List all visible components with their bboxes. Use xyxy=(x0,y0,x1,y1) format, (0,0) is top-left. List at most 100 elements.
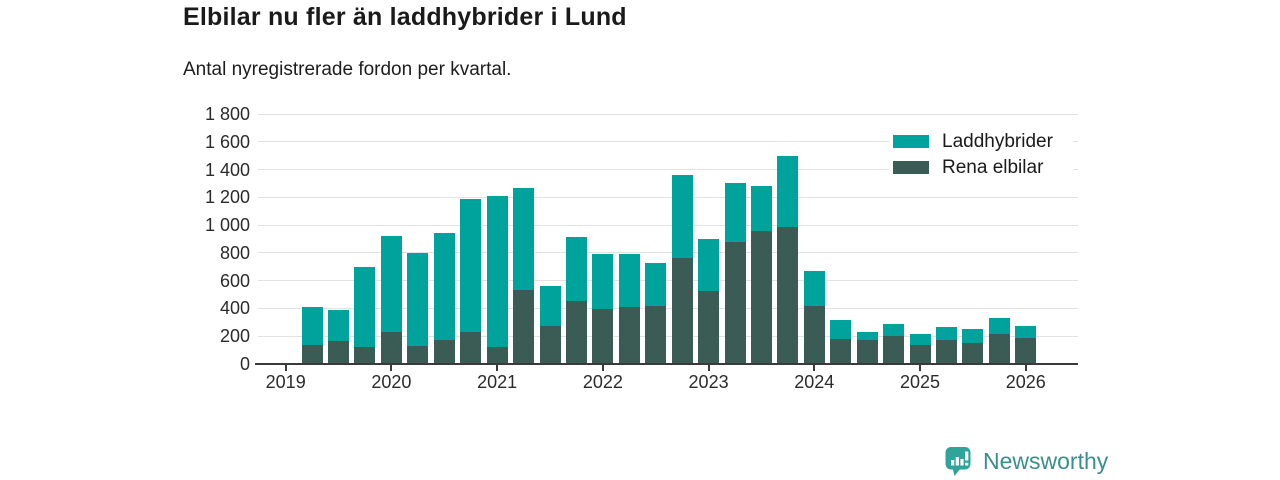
bar-2019-Q2-rena-elbilar xyxy=(301,344,323,364)
bar-2020-Q4-laddhybrider xyxy=(460,198,482,333)
bar-2024-Q3-laddhybrider xyxy=(856,332,878,341)
y-axis-label: 400 xyxy=(219,298,250,319)
bar-2025-Q3-laddhybrider xyxy=(962,329,984,344)
bar-2023-Q2-laddhybrider xyxy=(724,183,746,243)
y-axis-label: 1 400 xyxy=(204,159,250,180)
gridline-400 xyxy=(258,307,1078,309)
bar-2024-Q2-laddhybrider xyxy=(830,320,852,339)
bar-2022-Q4-rena-elbilar xyxy=(671,258,693,364)
bar-2021-Q3-rena-elbilar xyxy=(539,325,561,364)
bar-2023-Q2-rena-elbilar xyxy=(724,242,746,364)
x-axis-label-2023: 2023 xyxy=(688,372,729,392)
x-axis-tick-2019 xyxy=(284,365,287,371)
x-axis-tick-2022 xyxy=(601,365,604,371)
gridline-1200 xyxy=(258,196,1078,198)
bar-2024-Q1-laddhybrider xyxy=(803,270,825,306)
gridline-1600 xyxy=(258,141,1078,143)
bar-2025-Q4-laddhybrider xyxy=(988,318,1010,335)
legend-item-rena-elbilar: Rena elbilar xyxy=(893,157,1069,178)
bar-2024-Q1-rena-elbilar xyxy=(803,305,825,364)
rena-elbilar-swatch xyxy=(893,161,929,174)
legend-item-laddhybrider: Laddhybrider xyxy=(893,131,1069,152)
x-axis-tick-2025 xyxy=(919,365,922,371)
y-axis-label: 600 xyxy=(219,270,250,291)
bar-2020-Q3-laddhybrider xyxy=(433,232,455,341)
chart-subtitle: Antal nyregistrerade fordon per kvartal. xyxy=(183,59,512,80)
bar-2022-Q3-rena-elbilar xyxy=(645,305,667,364)
bar-2021-Q1-laddhybrider xyxy=(486,195,508,348)
bar-2023-Q4-laddhybrider xyxy=(777,156,799,228)
bar-2022-Q4-laddhybrider xyxy=(671,175,693,259)
gridline-200 xyxy=(258,335,1078,337)
bar-2021-Q4-rena-elbilar xyxy=(565,300,587,364)
bar-2023-Q1-laddhybrider xyxy=(698,239,720,292)
y-axis-label: 200 xyxy=(219,326,250,347)
x-axis-label-2021: 2021 xyxy=(477,372,518,392)
bar-2025-Q2-rena-elbilar xyxy=(935,339,957,364)
bar-2022-Q3-laddhybrider xyxy=(645,263,667,306)
brand-name: Newsworthy xyxy=(983,448,1109,474)
y-axis-label: 1 600 xyxy=(204,131,250,152)
chart-legend: Laddhybrider Rena elbilar xyxy=(889,129,1073,180)
bar-2024-Q4-laddhybrider xyxy=(883,324,905,336)
x-axis-line xyxy=(255,363,1078,365)
gridline-1800 xyxy=(258,113,1078,115)
y-axis-label: 1 000 xyxy=(204,215,250,236)
x-axis-tick-2024 xyxy=(813,365,816,371)
bar-2022-Q2-rena-elbilar xyxy=(618,307,640,364)
bar-2019-Q4-laddhybrider xyxy=(354,266,376,348)
x-axis-label-2019: 2019 xyxy=(265,372,306,392)
gridline-600 xyxy=(258,280,1078,282)
legend-label: Rena elbilar xyxy=(942,156,1044,178)
bar-2025-Q4-rena-elbilar xyxy=(988,334,1010,364)
newsworthy-logo[interactable]: Newsworthy xyxy=(944,446,1108,477)
bar-2019-Q3-laddhybrider xyxy=(328,309,350,342)
bar-2021-Q3-laddhybrider xyxy=(539,286,561,326)
bar-2021-Q4-laddhybrider xyxy=(565,236,587,301)
bar-2019-Q2-laddhybrider xyxy=(301,307,323,345)
bar-2023-Q3-rena-elbilar xyxy=(750,231,772,364)
x-axis-tick-2026 xyxy=(1024,365,1027,371)
bar-2020-Q1-rena-elbilar xyxy=(380,332,402,364)
legend-label: Laddhybrider xyxy=(942,130,1053,152)
bar-2020-Q1-laddhybrider xyxy=(380,236,402,333)
bar-2022-Q2-laddhybrider xyxy=(618,254,640,308)
bar-2022-Q1-rena-elbilar xyxy=(592,309,614,364)
bar-2024-Q2-rena-elbilar xyxy=(830,339,852,364)
x-axis-label-2022: 2022 xyxy=(582,372,623,392)
gridline-1400 xyxy=(258,169,1078,171)
bar-2023-Q3-laddhybrider xyxy=(750,185,772,232)
x-axis-tick-2023 xyxy=(707,365,710,371)
bar-2021-Q2-laddhybrider xyxy=(513,187,535,291)
y-axis-label: 1 200 xyxy=(204,187,250,208)
x-axis-label-2024: 2024 xyxy=(794,372,835,392)
bar-2020-Q2-rena-elbilar xyxy=(407,345,429,364)
bar-2022-Q1-laddhybrider xyxy=(592,253,614,310)
y-axis-label: 800 xyxy=(219,242,250,263)
x-axis-label-2020: 2020 xyxy=(371,372,412,392)
bar-2020-Q3-rena-elbilar xyxy=(433,340,455,364)
y-axis-label: 0 xyxy=(239,354,250,374)
bar-2020-Q4-rena-elbilar xyxy=(460,332,482,364)
gridline-800 xyxy=(258,252,1078,254)
y-axis-label: 1 800 xyxy=(204,104,250,124)
newsworthy-bubble-icon xyxy=(945,447,971,476)
bar-2020-Q2-laddhybrider xyxy=(407,252,429,346)
x-axis-tick-2021 xyxy=(496,365,499,371)
bar-2025-Q2-laddhybrider xyxy=(935,327,957,340)
bar-2019-Q3-rena-elbilar xyxy=(328,341,350,364)
x-axis-label-2026: 2026 xyxy=(1005,372,1046,392)
bar-2019-Q4-rena-elbilar xyxy=(354,347,376,364)
x-axis-tick-2020 xyxy=(390,365,393,371)
bar-2024-Q3-rena-elbilar xyxy=(856,340,878,364)
bar-2026-Q1-rena-elbilar xyxy=(1015,338,1037,364)
bar-2025-Q1-laddhybrider xyxy=(909,334,931,345)
x-axis-label-2025: 2025 xyxy=(899,372,941,392)
bar-2021-Q2-rena-elbilar xyxy=(513,290,535,364)
laddhybrider-swatch xyxy=(893,135,929,148)
bar-2023-Q1-rena-elbilar xyxy=(698,291,720,364)
bar-2026-Q1-laddhybrider xyxy=(1015,325,1037,339)
bar-2021-Q1-rena-elbilar xyxy=(486,347,508,364)
